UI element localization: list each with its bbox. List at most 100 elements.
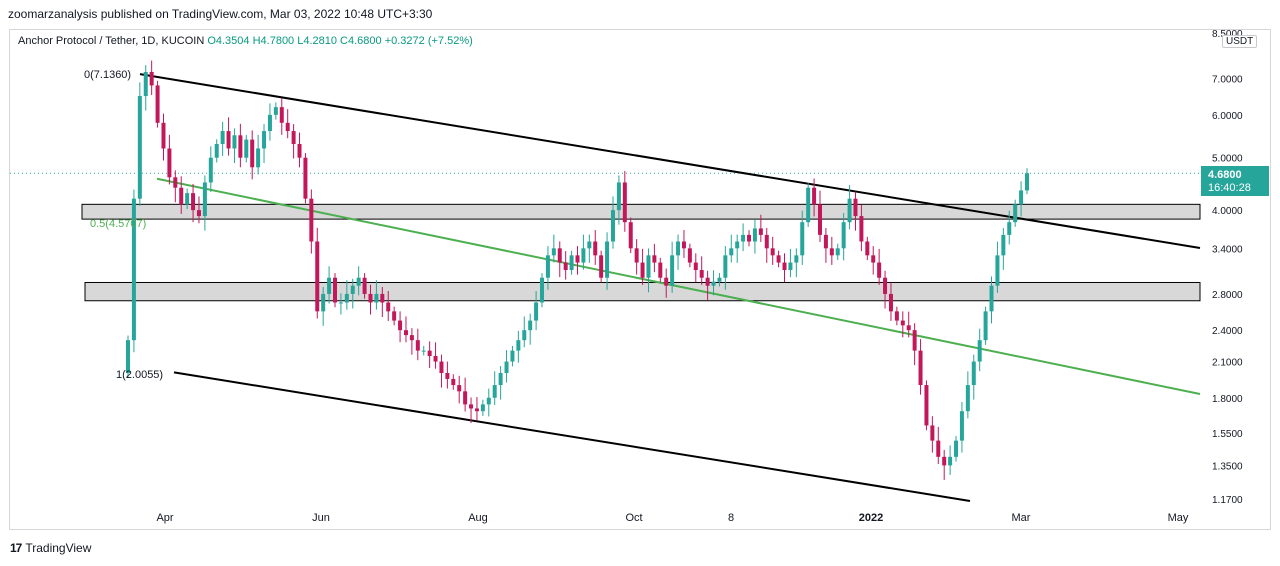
candle-body [421, 350, 426, 352]
candle-body [681, 241, 686, 249]
candle-body [847, 198, 852, 223]
x-tick-label: 8 [728, 512, 734, 524]
candle [333, 273, 338, 308]
candle-body [297, 143, 302, 158]
candle [977, 328, 982, 372]
candle-body [250, 139, 255, 168]
candle [1019, 181, 1024, 217]
candle [380, 286, 385, 318]
candle [362, 273, 367, 299]
candle [415, 328, 420, 361]
candle [747, 230, 752, 247]
candle [575, 246, 580, 275]
candle-body [191, 193, 196, 211]
candle-body [959, 411, 964, 441]
candle-body [273, 107, 278, 115]
candle [835, 243, 840, 261]
candle-body [971, 361, 976, 386]
candle [149, 60, 154, 96]
candle [687, 243, 692, 268]
trend-lines [10, 73, 1201, 502]
candle-body [551, 248, 556, 256]
candle [770, 236, 775, 265]
candle-body [888, 293, 893, 312]
candle [504, 350, 509, 383]
candle [723, 246, 728, 290]
candle-body [770, 248, 775, 256]
candle [924, 380, 929, 431]
candle-body [942, 456, 947, 466]
candle [693, 253, 698, 283]
candle [1001, 227, 1006, 270]
candle-body [812, 187, 817, 205]
candle [605, 232, 610, 290]
candle [427, 341, 432, 369]
candle [806, 183, 811, 227]
candle [220, 121, 225, 157]
candle [563, 251, 568, 280]
candle-body [214, 143, 219, 158]
candle-body [149, 72, 154, 86]
candle-body [782, 262, 787, 271]
candle-body [398, 320, 403, 331]
candle-body [723, 255, 728, 278]
candle-body [244, 139, 249, 158]
candle-body [930, 425, 935, 441]
candle-body [427, 350, 432, 357]
candle-body [646, 255, 651, 278]
candle [250, 130, 255, 180]
annotations: 0(7.1360) 0.5(4.5707) 1(2.0055) [84, 69, 163, 381]
candle-body [747, 234, 752, 242]
candle [930, 416, 935, 453]
candle [865, 236, 870, 261]
candle [788, 248, 793, 278]
channel-mid-line [156, 177, 1201, 395]
zone-rect [81, 203, 1201, 220]
candle-body [605, 241, 610, 278]
candle [202, 175, 207, 231]
candle [173, 170, 178, 203]
candle [510, 345, 515, 367]
candle-body [167, 148, 172, 178]
candle [871, 246, 876, 275]
candle [735, 234, 740, 263]
candle [486, 388, 491, 417]
support-resistance-zones [81, 203, 1201, 302]
candle [273, 102, 278, 120]
channel-lower-line [173, 371, 971, 502]
candle-body [664, 277, 669, 286]
candle [344, 280, 349, 310]
candle [327, 266, 332, 304]
candle-body [823, 234, 828, 249]
candle-body [735, 241, 740, 249]
candle [888, 282, 893, 321]
candle-body [356, 277, 361, 286]
candle [741, 223, 746, 252]
candle [256, 134, 261, 175]
candle-body [173, 177, 178, 188]
candle [439, 354, 444, 388]
candle-body [208, 157, 213, 183]
candle-body [948, 456, 953, 466]
candle-body [794, 255, 799, 263]
candle [137, 82, 142, 206]
currency-badge[interactable]: USDT [1222, 35, 1258, 48]
candle [900, 311, 905, 338]
candle-body [522, 330, 527, 341]
candle [398, 311, 403, 343]
tradingview-logo[interactable]: 17 TradingView [10, 541, 91, 555]
candle [817, 190, 822, 243]
candle [599, 250, 604, 283]
candle-body [788, 262, 793, 271]
candle-body [350, 285, 355, 294]
candle-body [829, 248, 834, 256]
candle [1013, 199, 1018, 227]
candle-body [498, 373, 503, 386]
x-tick-label: Apr [156, 512, 173, 524]
y-tick-label: 2.8000 [1212, 290, 1243, 301]
candle [303, 153, 308, 204]
candle-body [912, 330, 917, 351]
candle-body [285, 122, 290, 132]
candle [681, 230, 686, 258]
